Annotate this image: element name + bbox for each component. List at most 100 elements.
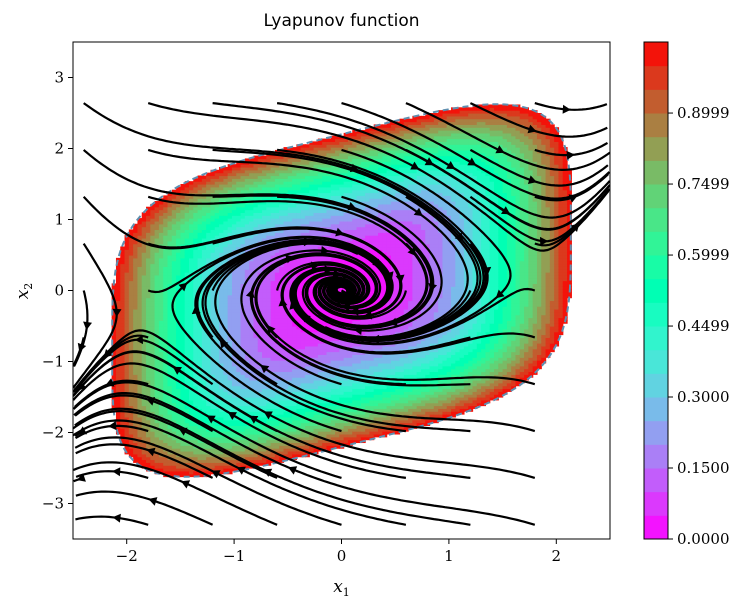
heat-cell <box>141 405 147 409</box>
heat-cell <box>219 445 224 449</box>
heat-cell <box>158 374 164 378</box>
heat-cell <box>214 337 220 341</box>
heat-cell <box>193 368 199 373</box>
plot-area <box>72 41 611 540</box>
heat-cell <box>223 203 229 208</box>
heat-cell <box>231 419 237 424</box>
heat-cell <box>158 448 164 452</box>
heat-cell <box>158 362 164 367</box>
heat-cell <box>287 334 293 338</box>
heat-cell <box>266 300 272 304</box>
heat-cell <box>154 402 160 407</box>
heat-cell <box>266 280 272 284</box>
heat-cell <box>115 272 121 276</box>
heat-cell <box>240 445 246 449</box>
heat-cell <box>210 249 216 253</box>
heat-cell <box>274 408 280 412</box>
heat-cell <box>206 260 212 265</box>
heat-cell <box>180 195 186 199</box>
heat-cell <box>219 414 224 418</box>
heat-cell <box>296 223 302 228</box>
heat-cell <box>266 235 272 239</box>
heat-cell <box>244 411 250 415</box>
heat-cell <box>206 360 212 364</box>
heat-cell <box>128 274 134 279</box>
heat-cell <box>287 212 293 216</box>
heat-cell <box>292 323 297 327</box>
heat-cell <box>283 294 289 299</box>
heat-cell <box>219 181 224 185</box>
heat-cell <box>266 399 272 404</box>
heat-cell <box>206 186 212 191</box>
heat-cell <box>167 425 173 429</box>
heat-cell <box>214 232 220 236</box>
heat-cell <box>279 252 285 256</box>
heat-cell <box>141 385 147 390</box>
heat-cell <box>201 181 207 185</box>
heat-cell <box>210 388 216 392</box>
heat-cell <box>279 425 285 429</box>
heat-cell <box>266 354 272 358</box>
heat-cell <box>184 388 190 392</box>
heat-cell <box>141 340 147 344</box>
heat-cell <box>120 439 126 444</box>
heat-cell <box>120 397 126 401</box>
heat-cell <box>240 354 246 358</box>
heat-cell <box>214 459 220 463</box>
heat-cell <box>296 425 302 429</box>
heat-cell <box>270 235 276 239</box>
heat-cell <box>253 235 259 239</box>
heat-cell <box>163 198 169 202</box>
heat-cell <box>274 343 280 347</box>
heat-cell <box>171 411 177 415</box>
heat-cell <box>270 416 276 421</box>
heat-cell <box>193 357 199 361</box>
heat-cell <box>180 442 186 446</box>
heat-cell <box>279 448 285 452</box>
heat-cell <box>163 462 169 466</box>
heat-cell <box>115 428 121 432</box>
heat-cell <box>262 303 267 307</box>
heat-cell <box>214 323 220 327</box>
heat-cell <box>249 308 255 313</box>
heat-cell <box>197 240 203 245</box>
heat-cell <box>279 402 285 407</box>
heat-cell <box>193 283 199 287</box>
heat-cell <box>150 286 156 290</box>
heat-cell <box>236 215 242 219</box>
heat-cell <box>137 428 143 432</box>
heat-cell <box>249 343 255 347</box>
heat-cell <box>180 391 186 395</box>
heat-cell <box>223 439 229 444</box>
heat-cell <box>279 235 285 239</box>
heat-cell <box>223 308 229 313</box>
heat-cell <box>287 354 293 358</box>
heat-cell <box>150 343 156 347</box>
heat-cell <box>296 294 302 299</box>
heat-cell <box>180 377 186 381</box>
heat-cell <box>236 348 242 353</box>
heat-cell <box>120 326 126 330</box>
heat-cell <box>197 280 203 284</box>
heat-cell <box>180 351 186 355</box>
heat-cell <box>184 473 190 478</box>
heat-cell <box>171 291 177 296</box>
heat-cell <box>201 337 207 341</box>
heat-cell <box>287 218 293 222</box>
heat-cell <box>262 371 267 375</box>
heat-cell <box>274 448 280 452</box>
heat-cell <box>266 450 272 455</box>
heat-cell <box>137 274 143 279</box>
heat-cell <box>180 362 186 367</box>
heat-cell <box>167 414 173 418</box>
heat-cell <box>244 374 250 378</box>
heat-cell <box>137 229 143 233</box>
heat-cell <box>171 269 177 273</box>
heat-cell <box>128 382 134 387</box>
heat-cell <box>206 405 212 409</box>
heat-cell <box>274 223 280 228</box>
heat-cell <box>111 311 117 316</box>
heat-cell <box>120 297 126 302</box>
heat-cell <box>223 337 229 341</box>
heat-cell <box>270 155 276 160</box>
